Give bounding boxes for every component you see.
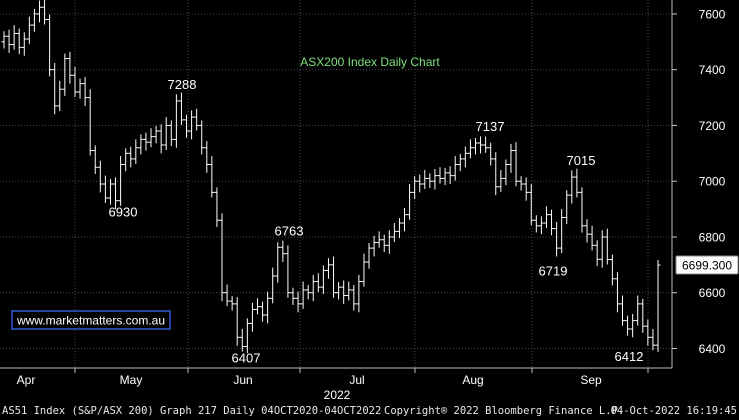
footer-security-info: AS51 Index (S&P/ASX 200) Graph 217 Daily…	[2, 405, 382, 417]
x-year-label: 2022	[324, 388, 351, 402]
ohlc-chart: 6400 6600 6800 7000 7200 7400 7600 Apr May Jun Jul…	[0, 0, 739, 402]
price-annotation: 7137	[476, 119, 505, 134]
price-annotation: 7015	[567, 153, 596, 168]
footer-bar: AS51 Index (S&P/ASX 200) Graph 217 Daily…	[0, 403, 739, 420]
y-tick-label: 7400	[699, 63, 726, 77]
x-tick-label: May	[120, 373, 143, 387]
price-annotation: 6763	[275, 223, 304, 238]
last-price-label: 6699.300	[682, 259, 732, 273]
price-annotation: 6407	[232, 351, 261, 366]
price-annotation: 6930	[109, 205, 138, 220]
watermark-box	[11, 310, 171, 330]
y-tick-label: 6600	[699, 286, 726, 300]
price-annotation: 6412	[615, 349, 644, 364]
watermark-text: www.marketmatters.com.au	[16, 314, 165, 328]
y-tick-label: 6400	[699, 342, 726, 356]
footer-timestamp: 04-Oct-2022 16:19:45	[610, 405, 737, 417]
price-annotation: 7288	[168, 77, 197, 92]
x-tick-label: Apr	[17, 373, 36, 387]
x-tick-label: Jul	[349, 373, 364, 387]
y-tick-label: 7200	[699, 119, 726, 133]
x-tick-label: Aug	[462, 373, 483, 387]
y-tick-label: 7600	[699, 7, 726, 21]
footer-copyright: Copyright® 2022 Bloomberg Finance L.P.	[384, 405, 625, 417]
x-tick-label: Sep	[580, 373, 602, 387]
chart-title: ASX200 Index Daily Chart	[300, 55, 440, 69]
last-price-box	[675, 255, 739, 275]
y-tick-label: 6800	[699, 230, 726, 244]
price-annotation: 6719	[539, 264, 568, 279]
x-tick-label: Jun	[233, 373, 252, 387]
y-tick-label: 7000	[699, 175, 726, 189]
